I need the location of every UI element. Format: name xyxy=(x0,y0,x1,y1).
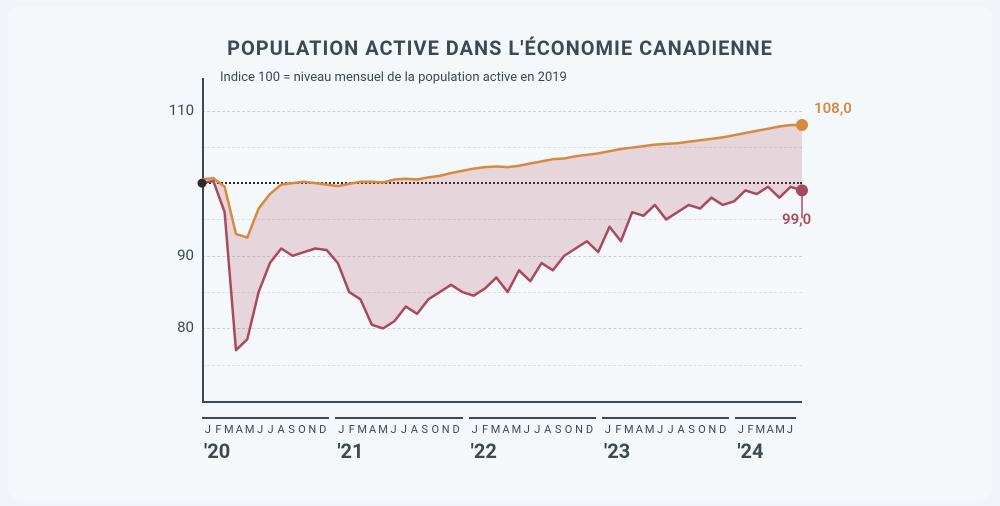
month-label: N xyxy=(307,423,317,436)
lower-end-label: 99,0 xyxy=(782,210,811,228)
reference-dot xyxy=(198,179,207,188)
month-label: O xyxy=(297,423,307,436)
year-bar xyxy=(469,417,596,419)
year-bar xyxy=(735,417,796,419)
month-label: A xyxy=(634,423,644,436)
lower-end-dot xyxy=(796,184,808,196)
month-label: S xyxy=(420,423,430,436)
month-label: S xyxy=(287,423,297,436)
month-label: J xyxy=(655,423,665,436)
month-label: A xyxy=(766,423,776,436)
month-label: F xyxy=(213,423,223,436)
month-label: A xyxy=(543,423,553,436)
month-label: M xyxy=(756,423,766,436)
month-label: J xyxy=(255,423,265,436)
month-label: J xyxy=(785,423,795,436)
year-label: '20 xyxy=(204,439,230,463)
upper-end-label: 108,0 xyxy=(814,99,852,117)
y-tick-label: 90 xyxy=(154,246,194,264)
month-label: A xyxy=(368,423,378,436)
month-label: M xyxy=(624,423,634,436)
chart-area: 8090110108,099,0JFMAMJJASOND'20JFMAMJJAS… xyxy=(202,96,802,401)
month-label: M xyxy=(378,423,388,436)
month-label: J xyxy=(203,423,213,436)
month-label: M xyxy=(224,423,234,436)
month-label: M xyxy=(775,423,785,436)
month-label: O xyxy=(697,423,707,436)
month-label: J xyxy=(470,423,480,436)
chart-card: POPULATION ACTIVE DANS L'ÉCONOMIE CANADI… xyxy=(8,6,992,500)
month-label: J xyxy=(399,423,409,436)
month-label: D xyxy=(451,423,461,436)
month-label: M xyxy=(245,423,255,436)
month-label: F xyxy=(746,423,756,436)
y-tick-label: 80 xyxy=(154,318,194,336)
month-label: N xyxy=(441,423,451,436)
month-label: J xyxy=(736,423,746,436)
month-label: M xyxy=(645,423,655,436)
year-bar xyxy=(202,417,329,419)
month-label: J xyxy=(389,423,399,436)
year-label: '21 xyxy=(337,439,363,463)
month-label: F xyxy=(613,423,623,436)
month-label: O xyxy=(564,423,574,436)
upper-end-dot xyxy=(796,119,808,131)
month-label: J xyxy=(266,423,276,436)
chart-subtitle: Indice 100 = niveau mensuel de la popula… xyxy=(220,70,567,85)
month-label: S xyxy=(687,423,697,436)
month-labels: JFMAMJJASOND xyxy=(602,423,729,436)
year-bar xyxy=(602,417,729,419)
year-label: '24 xyxy=(737,439,763,463)
month-label: A xyxy=(676,423,686,436)
x-baseline xyxy=(202,401,802,403)
month-label: A xyxy=(409,423,419,436)
month-label: A xyxy=(276,423,286,436)
month-label: J xyxy=(336,423,346,436)
month-label: M xyxy=(357,423,367,436)
year-bar xyxy=(335,417,462,419)
month-label: D xyxy=(718,423,728,436)
month-label: O xyxy=(430,423,440,436)
month-label: N xyxy=(707,423,717,436)
plot-svg xyxy=(202,96,802,401)
month-label: M xyxy=(511,423,521,436)
month-label: J xyxy=(532,423,542,436)
chart-title: POPULATION ACTIVE DANS L'ÉCONOMIE CANADI… xyxy=(8,36,992,60)
month-label: A xyxy=(501,423,511,436)
month-label: N xyxy=(574,423,584,436)
month-labels: JFMAMJJASOND xyxy=(469,423,596,436)
month-label: A xyxy=(234,423,244,436)
year-label: '22 xyxy=(471,439,497,463)
month-label: J xyxy=(603,423,613,436)
month-label: J xyxy=(666,423,676,436)
area-fill xyxy=(202,125,802,350)
month-labels: JFMAMJJASOND xyxy=(202,423,329,436)
month-labels: JFMAMJ xyxy=(735,423,796,436)
month-label: J xyxy=(522,423,532,436)
month-labels: JFMAMJJASOND xyxy=(335,423,462,436)
month-label: D xyxy=(318,423,328,436)
year-label: '23 xyxy=(604,439,630,463)
month-label: S xyxy=(553,423,563,436)
month-label: M xyxy=(491,423,501,436)
y-tick-label: 110 xyxy=(154,101,194,119)
month-label: F xyxy=(480,423,490,436)
month-label: D xyxy=(584,423,594,436)
month-label: F xyxy=(347,423,357,436)
